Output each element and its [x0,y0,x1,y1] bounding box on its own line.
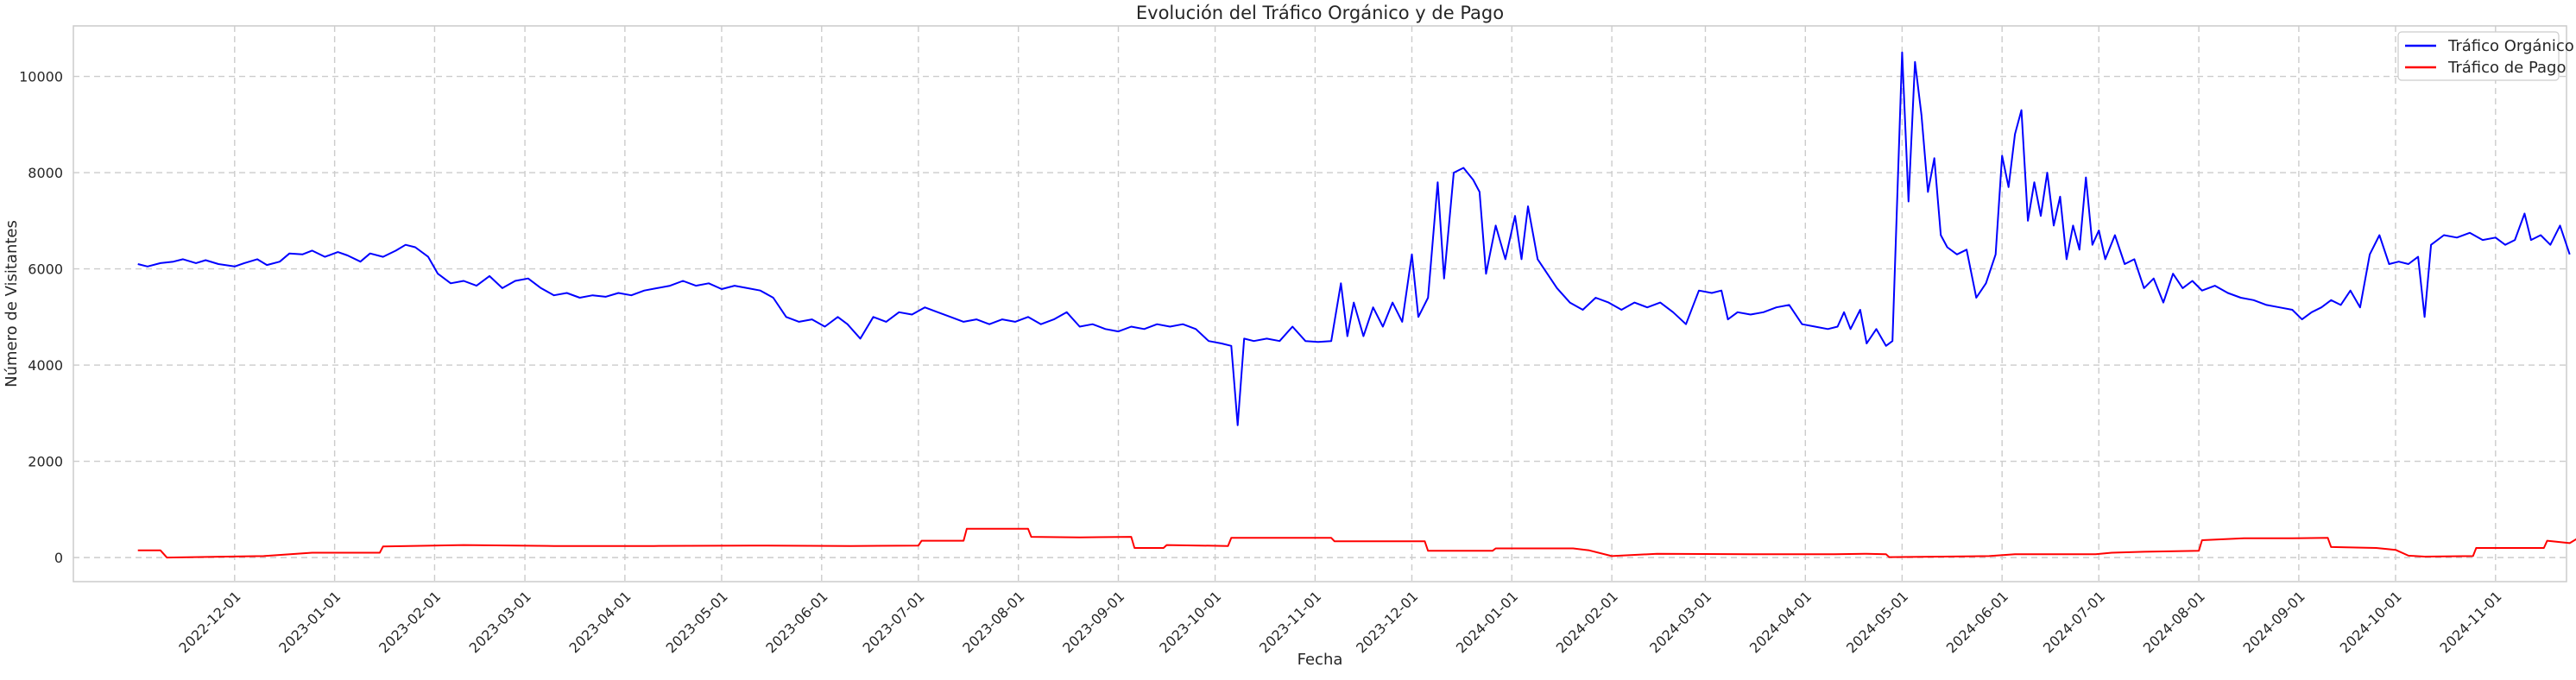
y-tick-label: 4000 [28,357,63,374]
x-tick-label: 2023-05-01 [663,588,731,656]
legend: Tráfico Orgánico Tráfico de Pago [2397,31,2574,81]
y-tick-label: 2000 [28,454,63,470]
x-tick-label: 2023-07-01 [859,588,927,656]
series-line-pago [137,527,2576,559]
x-tick-label: 2024-05-01 [1843,588,1911,656]
x-tick-label: 2023-02-01 [376,588,444,656]
x-tick-label: 2023-03-01 [466,588,534,656]
x-tick-label: 2024-07-01 [2040,588,2108,656]
x-tick-label: 2024-08-01 [2140,588,2208,656]
y-tick-label: 6000 [28,261,63,278]
x-tick-label: 2024-11-01 [2436,588,2504,656]
series-line-organico [137,51,2571,426]
legend-label-pago: Tráfico de Pago [2447,59,2567,77]
x-tick-label: 2024-06-01 [1943,588,2011,656]
x-tick-label: 2023-11-01 [1256,588,1324,656]
plot-frame [73,25,2567,582]
y-tick-label: 8000 [28,165,63,181]
x-tick-label: 2023-12-01 [1353,588,1421,656]
y-tick-label: 0 [54,550,63,566]
grid [73,26,2567,582]
x-tick-label: 2023-09-01 [1059,588,1127,656]
y-tick-label: 10000 [19,69,63,85]
x-tick-label: 2023-01-01 [275,588,344,656]
x-tick-label: 2024-03-01 [1646,588,1714,656]
x-tick-label: 2023-10-01 [1156,588,1224,656]
x-tick-label: 2024-10-01 [2337,588,2405,656]
series-layer [137,51,2576,559]
x-tick-label: 2024-02-01 [1553,588,1621,656]
x-axis-title: Fecha [1297,651,1343,669]
x-tick-label: 2024-09-01 [2240,588,2308,656]
x-axis-ticks: 2022-12-01 2023-01-01 2023-02-01 2023-03-01… [175,588,2504,656]
chart-title: Evolución del Tráfico Orgánico y de Pago [1136,3,1504,23]
x-tick-label: 2024-01-01 [1453,588,1521,656]
y-axis-title: Número de Visitantes [3,220,21,387]
x-tick-label: 2023-04-01 [566,588,635,656]
x-tick-label: 2024-04-01 [1746,588,1815,656]
x-tick-label: 2023-06-01 [762,588,830,656]
y-axis-ticks: 0 2000 4000 6000 8000 10000 [19,69,63,567]
x-tick-label: 2022-12-01 [175,588,243,656]
x-tick-label: 2023-08-01 [959,588,1027,656]
legend-label-organico: Tráfico Orgánico [2447,37,2574,55]
legend-box [2397,31,2560,81]
